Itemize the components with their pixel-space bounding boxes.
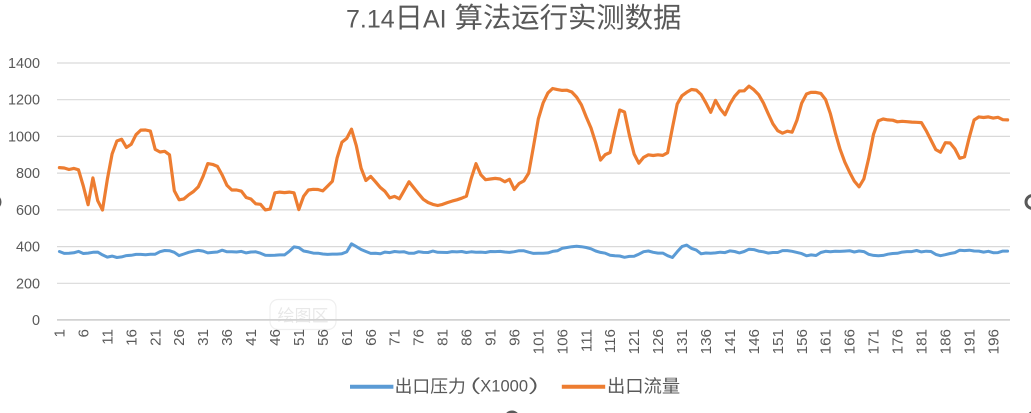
svg-text:166: 166 (842, 329, 859, 354)
svg-text:800: 800 (16, 166, 40, 182)
svg-text:126: 126 (650, 329, 667, 354)
svg-text:176: 176 (890, 329, 907, 354)
svg-text:X1000: X1000 (480, 378, 528, 396)
svg-text:196: 196 (985, 329, 1002, 354)
svg-text:7.14: 7.14 (346, 6, 395, 34)
svg-text:61: 61 (339, 329, 356, 346)
svg-text:156: 156 (794, 329, 811, 354)
svg-text:181: 181 (914, 329, 931, 354)
svg-text:16: 16 (123, 329, 140, 346)
svg-text:31: 31 (195, 329, 212, 346)
svg-text:1: 1 (52, 329, 69, 337)
svg-text:186: 186 (937, 329, 954, 354)
svg-text:1000: 1000 (8, 129, 40, 145)
svg-text:86: 86 (459, 329, 476, 346)
svg-text:1200: 1200 (8, 93, 40, 109)
svg-text:141: 141 (722, 329, 739, 354)
svg-text:116: 116 (602, 329, 619, 353)
svg-text:21: 21 (147, 329, 164, 346)
svg-text:600: 600 (16, 203, 40, 219)
svg-text:1400: 1400 (8, 56, 40, 72)
svg-text:91: 91 (483, 329, 500, 346)
svg-text:71: 71 (387, 329, 404, 346)
svg-text:41: 41 (243, 329, 260, 346)
svg-text:11: 11 (99, 329, 116, 345)
svg-text:136: 136 (698, 329, 715, 354)
svg-text:191: 191 (961, 329, 978, 354)
svg-text:101: 101 (530, 329, 547, 354)
svg-text:0: 0 (32, 313, 40, 329)
svg-text:131: 131 (674, 329, 691, 354)
svg-text:26: 26 (171, 329, 188, 346)
svg-text:161: 161 (818, 329, 835, 354)
svg-text:6: 6 (75, 329, 92, 337)
svg-text:36: 36 (219, 329, 236, 346)
svg-text:76: 76 (411, 329, 428, 346)
svg-text:56: 56 (315, 329, 332, 346)
svg-text:151: 151 (770, 329, 787, 354)
svg-text:200: 200 (16, 276, 40, 292)
svg-text:171: 171 (866, 329, 883, 354)
svg-text:106: 106 (554, 329, 571, 354)
svg-text:51: 51 (291, 329, 308, 346)
svg-text:46: 46 (267, 329, 284, 346)
svg-text:66: 66 (363, 329, 380, 346)
svg-text:AI: AI (423, 6, 447, 34)
svg-text:121: 121 (626, 329, 643, 354)
svg-text:96: 96 (506, 329, 523, 346)
svg-text:146: 146 (746, 329, 763, 354)
svg-text:81: 81 (435, 329, 452, 346)
svg-text:111: 111 (578, 329, 595, 352)
svg-text:400: 400 (16, 240, 40, 256)
